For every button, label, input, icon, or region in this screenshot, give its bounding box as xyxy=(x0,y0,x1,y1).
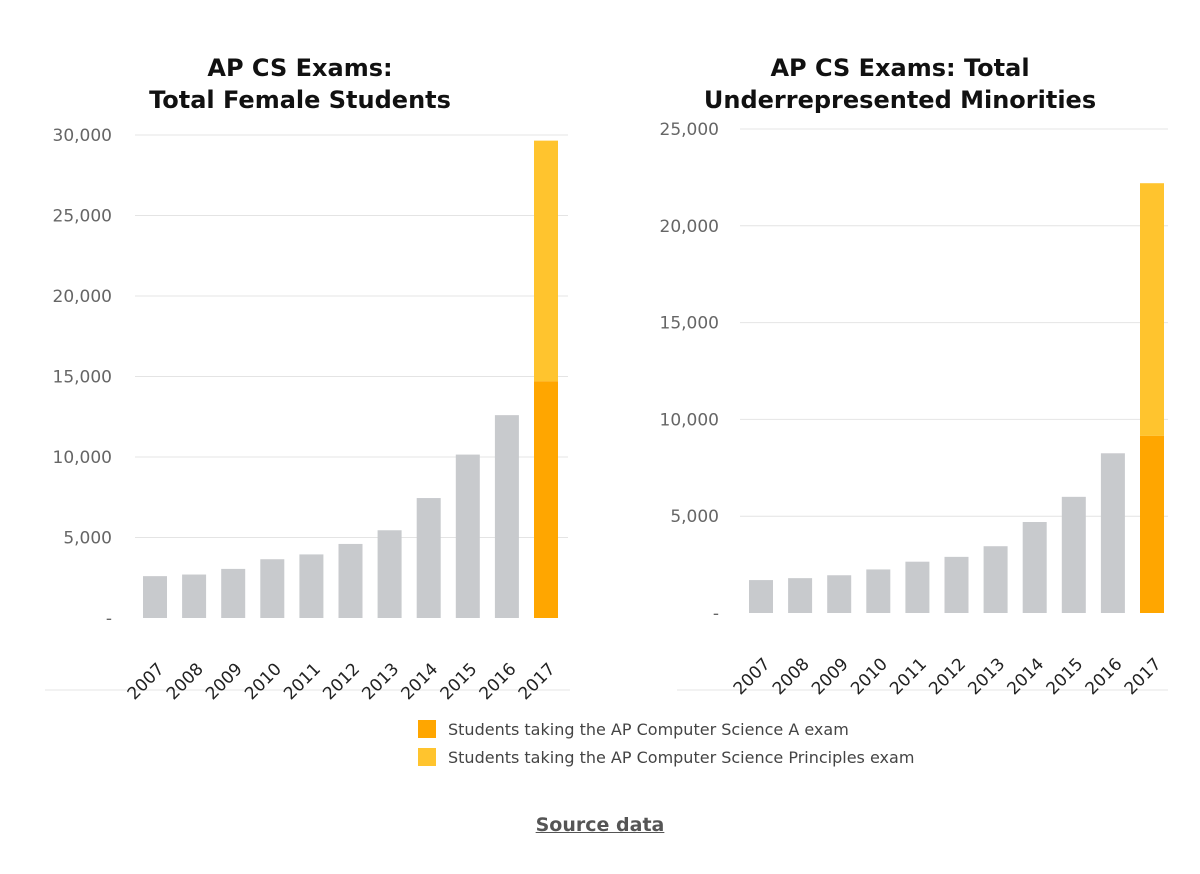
bar-2009 xyxy=(221,568,246,618)
y-tick-label: 25,000 xyxy=(53,207,112,227)
bar-2007 xyxy=(143,576,167,618)
bar-2011 xyxy=(905,561,930,613)
legend-swatch-csp xyxy=(418,748,436,766)
y-tick-label: 20,000 xyxy=(660,217,719,237)
chart-title: AP CS Exams: Total Female Students xyxy=(0,52,600,116)
x-tick-label: 2012 xyxy=(319,659,364,700)
legend-label-csp: Students taking the AP Computer Science … xyxy=(448,747,915,767)
x-tick-label: 2010 xyxy=(847,654,892,699)
x-tick-label: 2010 xyxy=(241,659,286,700)
y-tick-label: 15,000 xyxy=(53,368,112,388)
bar-2012 xyxy=(944,556,969,613)
x-tick-label: 2011 xyxy=(886,654,931,699)
bar-2010 xyxy=(260,559,285,618)
chart-urm-students: AP CS Exams: Total Underrepresented Mino… xyxy=(600,0,1200,700)
y-tick-label: 20,000 xyxy=(53,287,112,307)
x-tick-label: 2011 xyxy=(280,659,325,700)
bar-2010 xyxy=(866,569,891,613)
x-tick-label: 2014 xyxy=(398,659,443,700)
bar-2015 xyxy=(1061,496,1086,613)
bar-2016 xyxy=(1100,453,1125,613)
y-tick-label: 30,000 xyxy=(53,126,112,146)
bar-2017-csa xyxy=(1140,435,1164,613)
bar-2017-csp xyxy=(1140,183,1164,436)
bar-2008 xyxy=(182,574,207,618)
bar-2013 xyxy=(377,530,402,618)
legend-item-csp: Students taking the AP Computer Science … xyxy=(418,743,914,771)
bar-2011 xyxy=(299,554,324,618)
chart-title: AP CS Exams: Total Underrepresented Mino… xyxy=(600,52,1200,116)
bar-2016 xyxy=(494,415,519,618)
chart-title-line-2: Underrepresented Minorities xyxy=(703,86,1097,114)
bar-2009 xyxy=(827,575,852,613)
bar-2008 xyxy=(788,578,813,613)
chart-urm-plot: -5,00010,00015,00020,00025,0002007200820… xyxy=(660,120,1168,699)
bar-2017-csa xyxy=(534,381,558,618)
chart-female-plot: - 5,000 10,000 15,000 20,000 25,000 30,000 2007… xyxy=(45,126,570,700)
bar-2007 xyxy=(749,580,773,613)
x-tick-label: 2012 xyxy=(925,654,970,699)
x-tick-label: 2008 xyxy=(163,659,208,700)
x-tick-label: 2013 xyxy=(358,659,403,700)
x-tick-label: 2014 xyxy=(1004,654,1049,699)
x-tick-label: 2016 xyxy=(1082,654,1127,699)
bar-2014 xyxy=(416,498,441,618)
y-tick-label: 5,000 xyxy=(670,507,719,527)
chart-title-line-1: AP CS Exams: Total xyxy=(770,54,1030,82)
legend-item-csa: Students taking the AP Computer Science … xyxy=(418,715,914,743)
x-tick-label: 2007 xyxy=(124,659,169,700)
x-tick-label: 2015 xyxy=(1043,654,1088,699)
y-tick-label: - xyxy=(106,609,112,629)
y-tick-label: 10,000 xyxy=(660,410,719,430)
x-tick-label: 2017 xyxy=(515,659,560,700)
x-tick-label: 2009 xyxy=(202,659,247,700)
y-tick-label: - xyxy=(713,604,719,624)
legend-label-csa: Students taking the AP Computer Science … xyxy=(448,719,849,739)
x-tick-label: 2016 xyxy=(476,659,521,700)
y-tick-label: 5,000 xyxy=(63,529,112,549)
source-data-link[interactable]: Source data xyxy=(535,814,665,836)
x-tick-label: 2008 xyxy=(769,654,814,699)
y-tick-label: 25,000 xyxy=(660,120,719,140)
y-tick-label: 15,000 xyxy=(660,314,719,334)
y-tick-label: 10,000 xyxy=(53,448,112,468)
bar-2013 xyxy=(983,546,1008,613)
bar-2014 xyxy=(1022,522,1047,613)
chart-title-line-1: AP CS Exams: xyxy=(207,54,393,82)
legend: Students taking the AP Computer Science … xyxy=(418,715,914,771)
x-tick-label: 2007 xyxy=(730,654,775,699)
x-tick-label: 2015 xyxy=(437,659,482,700)
x-tick-label: 2017 xyxy=(1121,654,1166,699)
bar-2017-csp xyxy=(534,140,558,382)
chart-female-students: AP CS Exams: Total Female Students - 5,00… xyxy=(0,0,600,700)
x-tick-label: 2009 xyxy=(808,654,853,699)
x-tick-label: 2013 xyxy=(964,654,1009,699)
bar-2012 xyxy=(338,543,363,618)
legend-swatch-csa xyxy=(418,720,436,738)
bar-2015 xyxy=(455,454,480,618)
chart-title-line-2: Total Female Students xyxy=(149,86,451,114)
